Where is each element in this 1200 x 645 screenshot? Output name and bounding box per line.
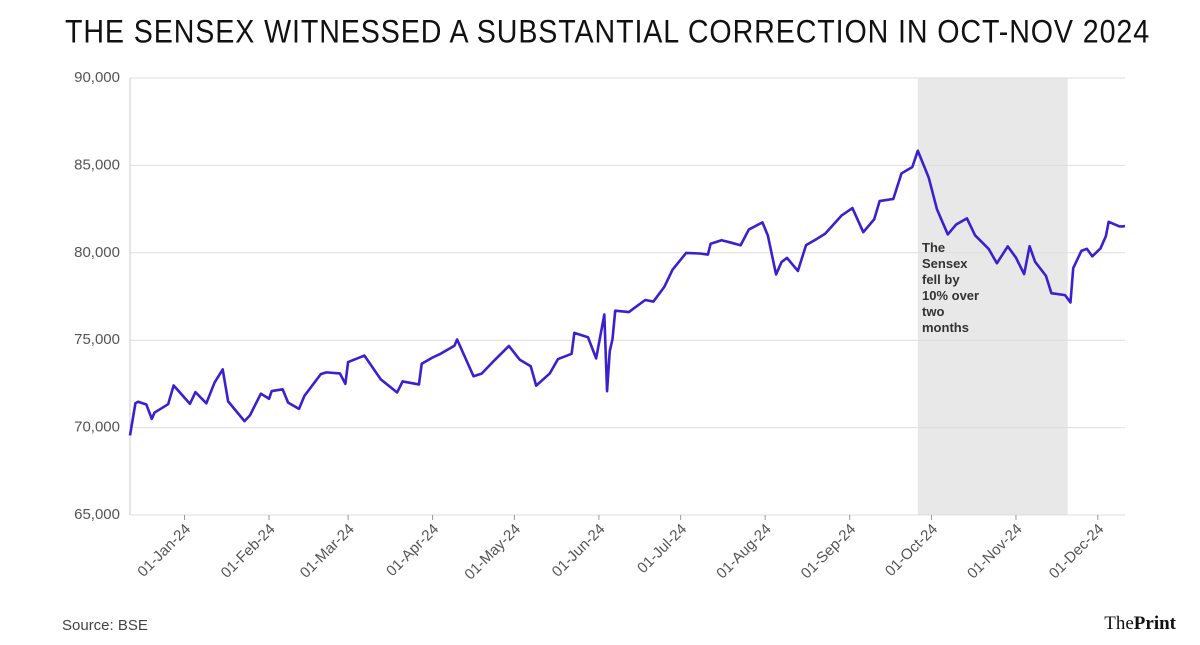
x-tick-label: 01-Dec-24 bbox=[1046, 521, 1108, 583]
x-tick-label: 01-Mar-24 bbox=[297, 521, 358, 582]
x-tick-label: 01-Apr-24 bbox=[383, 521, 442, 580]
x-tick-label: 01-Sep-24 bbox=[798, 521, 860, 583]
x-tick-label: 01-May-24 bbox=[461, 521, 524, 584]
y-tick-label: 65,000 bbox=[74, 506, 120, 523]
series-line bbox=[128, 149, 1126, 436]
y-tick-label: 85,000 bbox=[74, 156, 120, 173]
x-tick-label: 01-Feb-24 bbox=[218, 521, 279, 582]
annotation: The Sensex fell by 10% over two months bbox=[922, 240, 980, 335]
x-tick-label: 01-Jan-24 bbox=[134, 521, 194, 581]
logo: ThePrint bbox=[1104, 613, 1176, 634]
x-tick-label: 01-Oct-24 bbox=[882, 521, 941, 580]
source: Source: BSE bbox=[62, 617, 148, 634]
x-tick-label: 01-Aug-24 bbox=[713, 521, 775, 583]
y-tick-label: 75,000 bbox=[74, 331, 120, 348]
x-tick-label: 01-Jun-24 bbox=[549, 521, 609, 581]
logo-the: The bbox=[1104, 613, 1134, 634]
logo-print: Print bbox=[1134, 613, 1177, 634]
shaded-region bbox=[917, 78, 1068, 515]
x-tick-label: 01-Nov-24 bbox=[964, 521, 1026, 583]
chart-title: THE SENSEX WITNESSED A SUBSTANTIAL CORRE… bbox=[65, 13, 1150, 49]
x-tick-label: 01-Jul-24 bbox=[634, 521, 690, 577]
y-tick-label: 90,000 bbox=[74, 69, 120, 86]
y-tick-label: 80,000 bbox=[74, 244, 120, 261]
y-tick-label: 70,000 bbox=[74, 419, 120, 436]
